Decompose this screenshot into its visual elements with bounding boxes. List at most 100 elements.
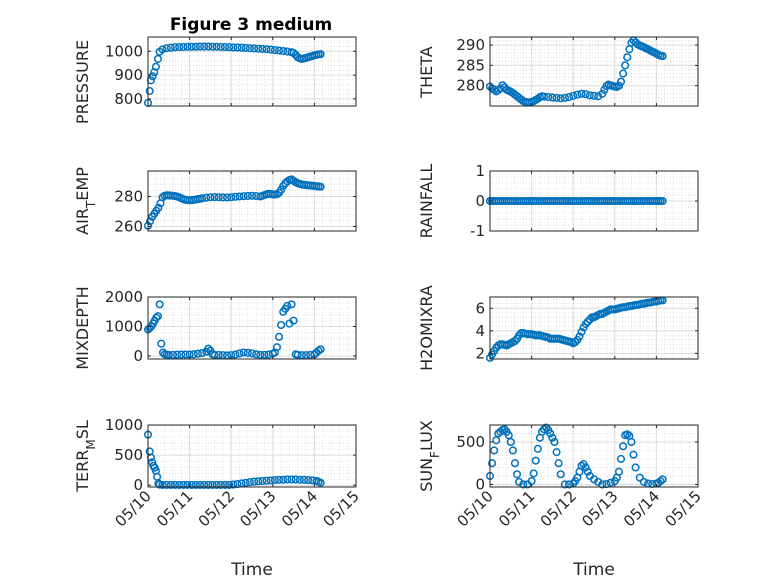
data-point xyxy=(177,350,186,359)
y-tick-label: 2 xyxy=(475,344,485,362)
data-point xyxy=(225,480,234,489)
data-point xyxy=(554,459,563,468)
data-point xyxy=(175,480,184,489)
data-point xyxy=(260,350,269,359)
data-point xyxy=(272,343,282,352)
data-point xyxy=(250,44,259,53)
data-point xyxy=(210,193,219,202)
data-point xyxy=(204,42,213,51)
data-point xyxy=(220,480,230,489)
x-tick-label: 05/10 xyxy=(454,487,497,530)
plot-area xyxy=(490,297,698,359)
data-point xyxy=(540,92,549,101)
data-point xyxy=(212,42,221,51)
data-point xyxy=(254,44,263,53)
data-point xyxy=(488,459,497,468)
data-point xyxy=(492,436,501,445)
data-point xyxy=(316,182,325,191)
data-point xyxy=(202,193,211,202)
data-point xyxy=(241,478,250,487)
data-point xyxy=(270,476,279,485)
data-point xyxy=(498,81,507,90)
data-point xyxy=(302,351,311,360)
data-point xyxy=(598,480,607,489)
y-tick-label: 290 xyxy=(456,36,485,54)
data-point xyxy=(573,90,582,99)
data-point xyxy=(279,475,288,484)
axes-row3-left: 0 1000 2000 MIXDEPTH xyxy=(73,286,357,370)
data-point xyxy=(552,448,561,457)
axes-box xyxy=(147,36,357,107)
data-point xyxy=(187,480,196,489)
data-point xyxy=(548,433,557,442)
y-tick-label: 280 xyxy=(114,188,143,206)
data-point xyxy=(616,454,626,464)
data-point xyxy=(245,44,254,53)
data-point xyxy=(569,91,578,100)
plot-area xyxy=(148,425,356,487)
data-point xyxy=(548,93,557,102)
data-point xyxy=(295,475,304,484)
data-point xyxy=(658,475,667,484)
data-point xyxy=(490,446,499,455)
data-point xyxy=(193,349,202,358)
data-point xyxy=(619,442,628,451)
data-point xyxy=(316,345,325,354)
x-tick-label: 05/13 xyxy=(578,487,621,530)
data-point xyxy=(266,476,275,485)
x-axis-label: Time xyxy=(230,560,273,580)
data-point xyxy=(552,93,561,102)
plot-area xyxy=(490,425,698,487)
data-point xyxy=(585,315,594,324)
data-point xyxy=(287,475,296,484)
y-tick-label: 285 xyxy=(456,56,485,74)
data-point xyxy=(227,193,236,202)
axes-box xyxy=(147,424,357,488)
data-point xyxy=(231,350,240,359)
data-point xyxy=(166,480,175,489)
data-point xyxy=(266,45,275,54)
data-point xyxy=(153,312,163,321)
data-point xyxy=(243,191,252,200)
data-point xyxy=(235,349,244,358)
axes-top-left: 800 900 1000 PRESSURE xyxy=(73,36,357,124)
data-point xyxy=(504,431,513,440)
data-point xyxy=(204,480,213,489)
data-point xyxy=(210,350,219,359)
y-tick-label: 4 xyxy=(475,322,485,340)
data-point xyxy=(158,45,167,54)
data-point xyxy=(616,77,626,86)
data-point xyxy=(166,43,175,52)
data-point xyxy=(208,42,217,51)
y-axis-label: RAINFALL xyxy=(417,164,436,239)
data-point xyxy=(148,72,157,81)
data-point xyxy=(250,477,259,486)
data-point xyxy=(206,193,215,202)
data-point xyxy=(270,46,279,55)
data-point xyxy=(216,42,225,52)
data-point xyxy=(533,444,542,453)
data-point xyxy=(158,480,167,489)
axes-row3-right: 2 4 6 H2OMIXRA xyxy=(417,285,699,371)
data-point xyxy=(200,42,209,51)
data-point xyxy=(564,93,574,102)
y-tick-label: 6 xyxy=(475,299,485,317)
data-point xyxy=(243,348,252,357)
y-tick-label: 1000 xyxy=(105,42,143,60)
data-point xyxy=(151,62,160,71)
data-point xyxy=(173,350,182,359)
data-point xyxy=(198,349,207,358)
data-point xyxy=(581,320,590,329)
data-point xyxy=(293,350,302,359)
data-point xyxy=(155,300,164,309)
data-point xyxy=(529,469,538,478)
data-point xyxy=(635,473,644,482)
data-point xyxy=(225,43,234,52)
data-point xyxy=(291,475,300,484)
data-point xyxy=(544,93,553,102)
data-point xyxy=(239,348,248,357)
data-point xyxy=(191,480,200,489)
data-point xyxy=(220,42,230,52)
data-point xyxy=(540,425,549,434)
